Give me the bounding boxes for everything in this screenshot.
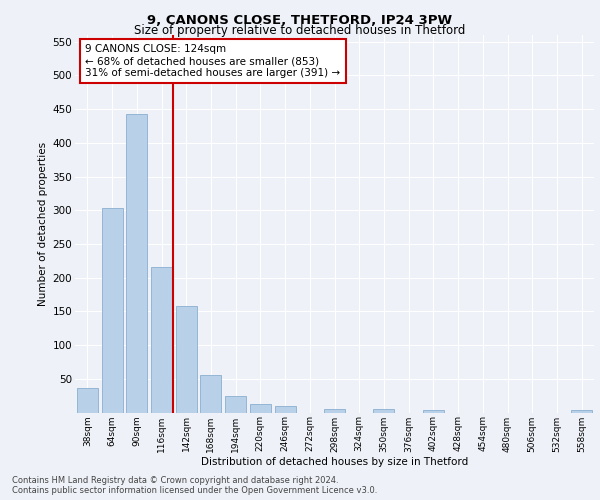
Bar bbox=[275, 406, 296, 412]
Bar bbox=[571, 410, 592, 412]
Bar bbox=[225, 396, 246, 412]
X-axis label: Distribution of detached houses by size in Thetford: Distribution of detached houses by size … bbox=[201, 457, 468, 467]
Bar bbox=[423, 410, 444, 412]
Bar bbox=[126, 114, 147, 412]
Bar bbox=[200, 375, 221, 412]
Bar bbox=[77, 388, 98, 412]
Bar bbox=[373, 409, 394, 412]
Bar bbox=[151, 267, 172, 412]
Bar bbox=[324, 409, 345, 412]
Bar bbox=[250, 404, 271, 412]
Y-axis label: Number of detached properties: Number of detached properties bbox=[38, 142, 49, 306]
Bar bbox=[176, 306, 197, 412]
Text: 9, CANONS CLOSE, THETFORD, IP24 3PW: 9, CANONS CLOSE, THETFORD, IP24 3PW bbox=[148, 14, 452, 27]
Text: 9 CANONS CLOSE: 124sqm
← 68% of detached houses are smaller (853)
31% of semi-de: 9 CANONS CLOSE: 124sqm ← 68% of detached… bbox=[85, 44, 341, 78]
Text: Contains HM Land Registry data © Crown copyright and database right 2024.
Contai: Contains HM Land Registry data © Crown c… bbox=[12, 476, 377, 495]
Text: Size of property relative to detached houses in Thetford: Size of property relative to detached ho… bbox=[134, 24, 466, 37]
Bar bbox=[101, 208, 122, 412]
